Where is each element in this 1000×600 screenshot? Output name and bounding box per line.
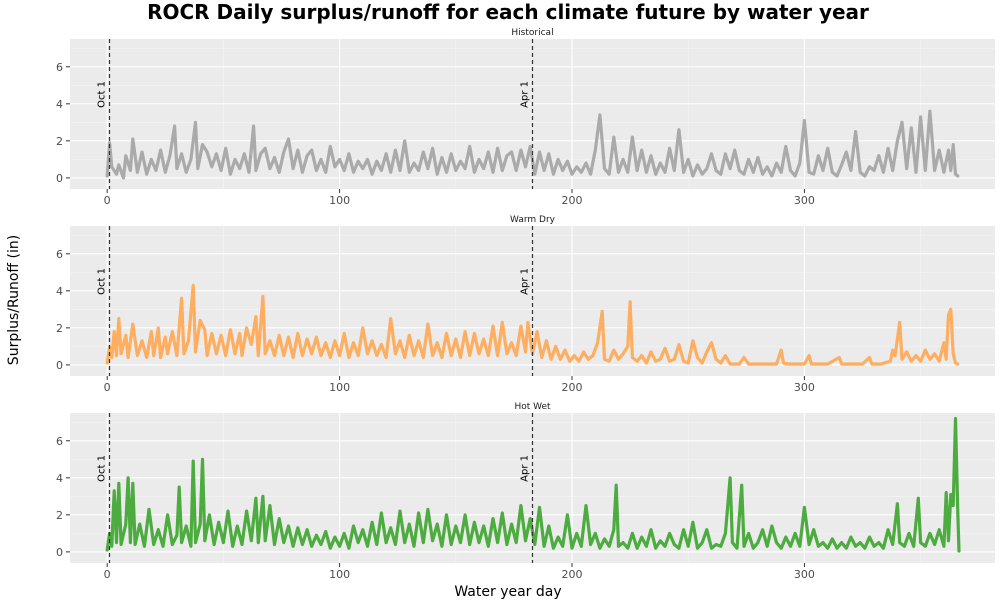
x-axis-label: Water year day: [454, 584, 561, 600]
y-tick-label: 0: [56, 172, 63, 185]
series-line-hot-wet: [105, 417, 961, 553]
y-tick-label: 2: [56, 322, 63, 335]
y-tick-label: 2: [56, 509, 63, 522]
annotation-label: Oct 1: [97, 455, 108, 482]
annotation-label: Apr 1: [520, 81, 531, 108]
y-tick-label: 6: [56, 61, 63, 74]
y-tick-label: 6: [56, 248, 63, 261]
series-line-warm-dry: [105, 283, 960, 366]
y-tick-label: 4: [56, 285, 63, 298]
annotation-label: Oct 1: [97, 268, 108, 295]
x-tick-label: 300: [794, 568, 815, 581]
x-tick-label: 0: [104, 568, 111, 581]
panel-strip-label: Hot Wet: [514, 402, 551, 412]
y-tick-label: 4: [56, 98, 63, 111]
panel-strip-label: Warm Dry: [510, 215, 556, 225]
x-tick-label: 100: [329, 194, 350, 207]
x-tick-label: 300: [794, 194, 815, 207]
y-axis-label: Surplus/Runoff (in): [6, 235, 22, 365]
series-line-historical: [105, 109, 960, 180]
y-tick-label: 2: [56, 135, 63, 148]
panel-strip-label: Historical: [511, 28, 553, 38]
panel-1: Warm Dry 0 2 4 6 0 100 200 300 Oct 1 Apr 1: [56, 215, 995, 394]
x-tick-label: 100: [329, 568, 350, 581]
x-tick-label: 200: [562, 568, 583, 581]
y-tick-label: 4: [56, 472, 63, 485]
y-tick-label: 6: [56, 435, 63, 448]
x-tick-label: 200: [562, 194, 583, 207]
panel-0: Historical 0 2 4 6 0 100 200 300 Oct 1 Apr 1: [56, 28, 995, 207]
chart-title: ROCR Daily surplus/runoff for each clima…: [147, 0, 869, 24]
x-tick-label: 300: [794, 381, 815, 394]
annotation-label: Apr 1: [520, 455, 531, 482]
annotation-label: Oct 1: [97, 81, 108, 108]
annotation-label: Apr 1: [520, 268, 531, 295]
panel-2: Hot Wet 0 2 4 6 0 100 200 300 Oct 1 Apr 1: [56, 402, 995, 581]
y-tick-label: 0: [56, 546, 63, 559]
x-tick-label: 100: [329, 381, 350, 394]
y-tick-label: 0: [56, 359, 63, 372]
x-tick-label: 200: [562, 381, 583, 394]
x-tick-label: 0: [104, 194, 111, 207]
x-tick-label: 0: [104, 381, 111, 394]
